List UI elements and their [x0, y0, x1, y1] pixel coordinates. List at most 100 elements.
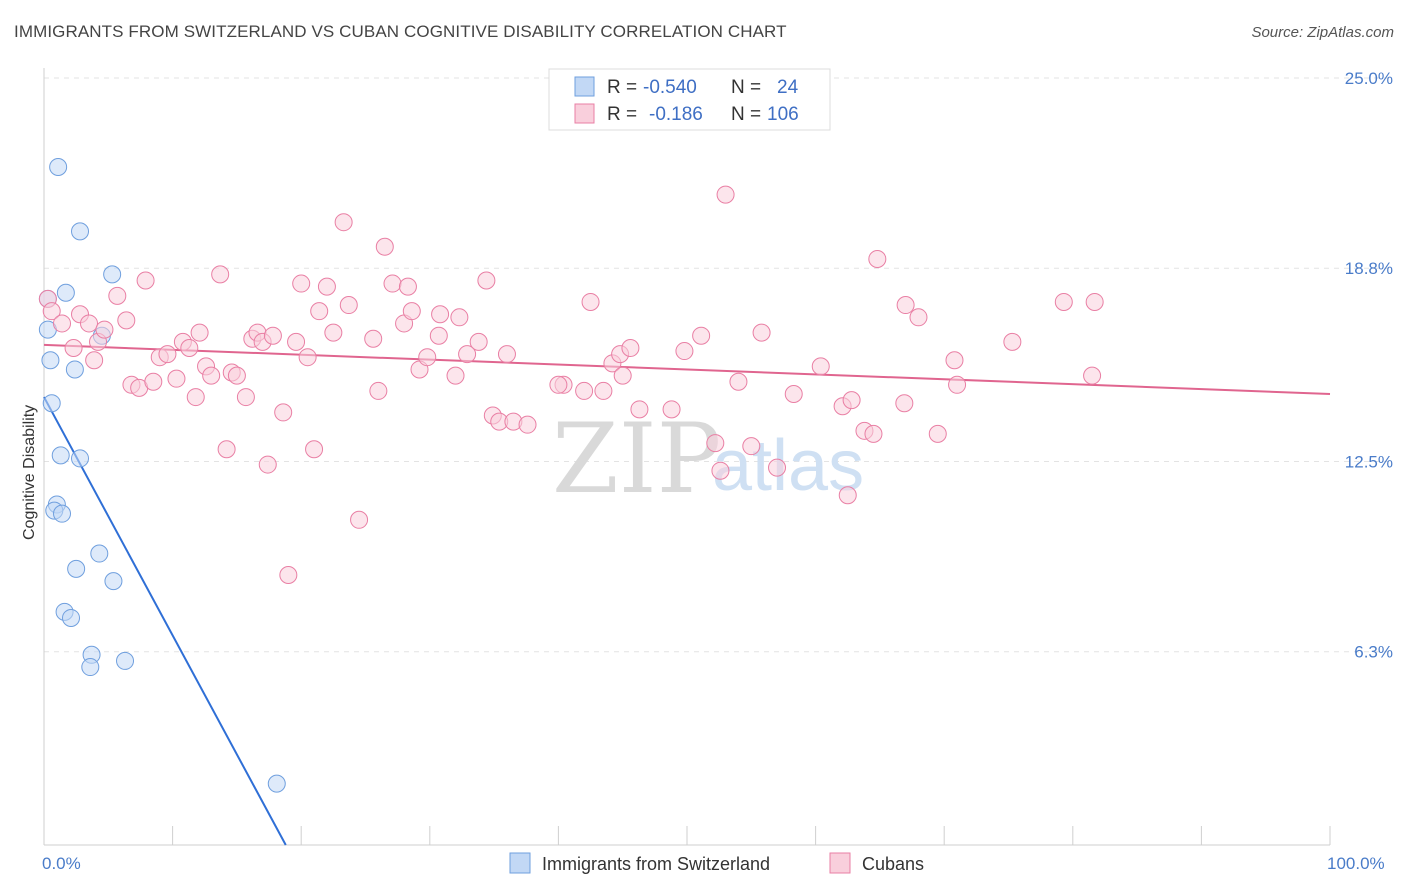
- point-cubans-14: [144, 372, 163, 391]
- point-cubans-76: [692, 326, 711, 345]
- point-cubans-24: [211, 265, 230, 284]
- point-cubans-66: [575, 381, 594, 400]
- point-cubans-93: [895, 394, 914, 413]
- point-cubans-90: [868, 250, 887, 269]
- watermark: ZIP atlas: [552, 403, 864, 515]
- point-switzerland-2: [103, 265, 122, 284]
- point-cubans-64: [497, 345, 516, 364]
- point-cubans-51: [402, 302, 421, 321]
- point-cubans-79: [729, 372, 748, 391]
- point-switzerland-17: [104, 572, 123, 591]
- point-switzerland-0: [49, 157, 68, 176]
- point-cubans-54: [429, 326, 448, 345]
- point-cubans-59: [477, 271, 496, 290]
- point-cubans-67: [581, 292, 600, 311]
- legend-n-value-1: 24: [777, 77, 799, 98]
- point-cubans-97: [1003, 332, 1022, 351]
- point-cubans-2: [53, 314, 72, 333]
- point-cubans-16: [158, 345, 177, 364]
- point-cubans-4: [80, 314, 99, 333]
- watermark-zip: ZIP: [552, 403, 721, 515]
- point-cubans-87: [842, 391, 861, 410]
- point-switzerland-23: [267, 774, 286, 793]
- point-cubans-77: [706, 434, 725, 453]
- watermark-atlas: atlas: [712, 426, 864, 506]
- point-cubans-21: [190, 323, 209, 342]
- point-cubans-55: [446, 366, 465, 385]
- point-cubans-68: [594, 381, 613, 400]
- point-cubans-44: [350, 510, 369, 529]
- point-cubans-23: [202, 366, 221, 385]
- legend-n-value-2: 106: [767, 104, 799, 125]
- point-switzerland-8: [65, 360, 84, 379]
- point-cubans-78: [711, 461, 730, 480]
- point-cubans-41: [317, 277, 336, 296]
- point-cubans-47: [375, 237, 394, 256]
- point-cubans-37: [292, 274, 311, 293]
- point-cubans-56: [450, 308, 469, 327]
- point-cubans-72: [621, 338, 640, 357]
- x-tick-label-max: 100.0%: [1327, 854, 1385, 873]
- x-tick-labels: 0.0% 100.0%: [42, 854, 1385, 873]
- point-cubans-27: [227, 366, 246, 385]
- point-cubans-83: [784, 385, 803, 404]
- point-cubans-43: [339, 296, 358, 315]
- grid-lines: [44, 77, 1392, 653]
- legend-top: R = -0.540 N = 24 R = -0.186 N = 106: [548, 68, 831, 131]
- point-cubans-42: [334, 213, 353, 232]
- point-switzerland-10: [51, 446, 70, 465]
- chart-source: Source: ZipAtlas.com: [1251, 24, 1394, 41]
- point-cubans-73: [630, 400, 649, 419]
- legend-r-label-1: R =: [607, 77, 637, 98]
- legend-bottom: Immigrants from Switzerland Cubans: [509, 852, 924, 874]
- point-cubans-58: [469, 332, 488, 351]
- point-cubans-71: [613, 366, 632, 385]
- trend-line-switzerland: [43, 396, 287, 846]
- point-cubans-100: [1085, 292, 1104, 311]
- point-cubans-75: [675, 342, 694, 361]
- point-cubans-28: [236, 388, 255, 407]
- point-cubans-10: [117, 311, 136, 330]
- point-cubans-50: [398, 277, 417, 296]
- point-cubans-32: [258, 455, 277, 474]
- point-cubans-25: [217, 440, 236, 459]
- legend-bottom-label-switzerland: Immigrants from Switzerland: [542, 854, 770, 874]
- trend-lines: [43, 343, 1331, 846]
- point-cubans-19: [180, 338, 199, 357]
- point-cubans-84: [811, 357, 830, 376]
- legend-swatch-cubans: [574, 103, 595, 124]
- point-cubans-98: [1054, 292, 1073, 311]
- point-cubans-7: [85, 351, 104, 370]
- legend-r-label-2: R =: [607, 104, 637, 125]
- point-cubans-74: [662, 400, 681, 419]
- y-tick-label-3: 25.0%: [1345, 69, 1393, 88]
- data-points: [38, 157, 1104, 793]
- x-tick-label-min: 0.0%: [42, 854, 81, 873]
- y-tick-label-2: 18.8%: [1345, 259, 1393, 278]
- point-switzerland-15: [90, 544, 109, 563]
- point-cubans-53: [418, 348, 437, 367]
- point-switzerland-3: [56, 283, 75, 302]
- point-switzerland-7: [41, 351, 60, 370]
- point-cubans-81: [752, 323, 771, 342]
- chart-title: IMMIGRANTS FROM SWITZERLAND VS CUBAN COG…: [14, 22, 787, 41]
- point-cubans-89: [864, 424, 883, 443]
- legend-r-value-2: -0.186: [649, 104, 703, 125]
- point-cubans-92: [909, 308, 928, 327]
- point-cubans-57: [458, 345, 477, 364]
- point-switzerland-1: [71, 222, 90, 241]
- trend-line-cubans: [43, 343, 1331, 396]
- legend-swatch-switzerland: [574, 76, 595, 97]
- y-tick-labels: 6.3% 12.5% 18.8% 25.0%: [1345, 69, 1393, 662]
- point-cubans-95: [945, 351, 964, 370]
- point-cubans-104: [324, 323, 343, 342]
- point-cubans-45: [364, 329, 383, 348]
- point-cubans-82: [768, 458, 787, 477]
- legend-r-value-1: -0.540: [643, 77, 697, 98]
- point-cubans-17: [167, 369, 186, 388]
- point-switzerland-9: [42, 394, 61, 413]
- point-cubans-46: [369, 381, 388, 400]
- legend-n-label-2: N =: [731, 104, 761, 125]
- point-cubans-63: [518, 415, 537, 434]
